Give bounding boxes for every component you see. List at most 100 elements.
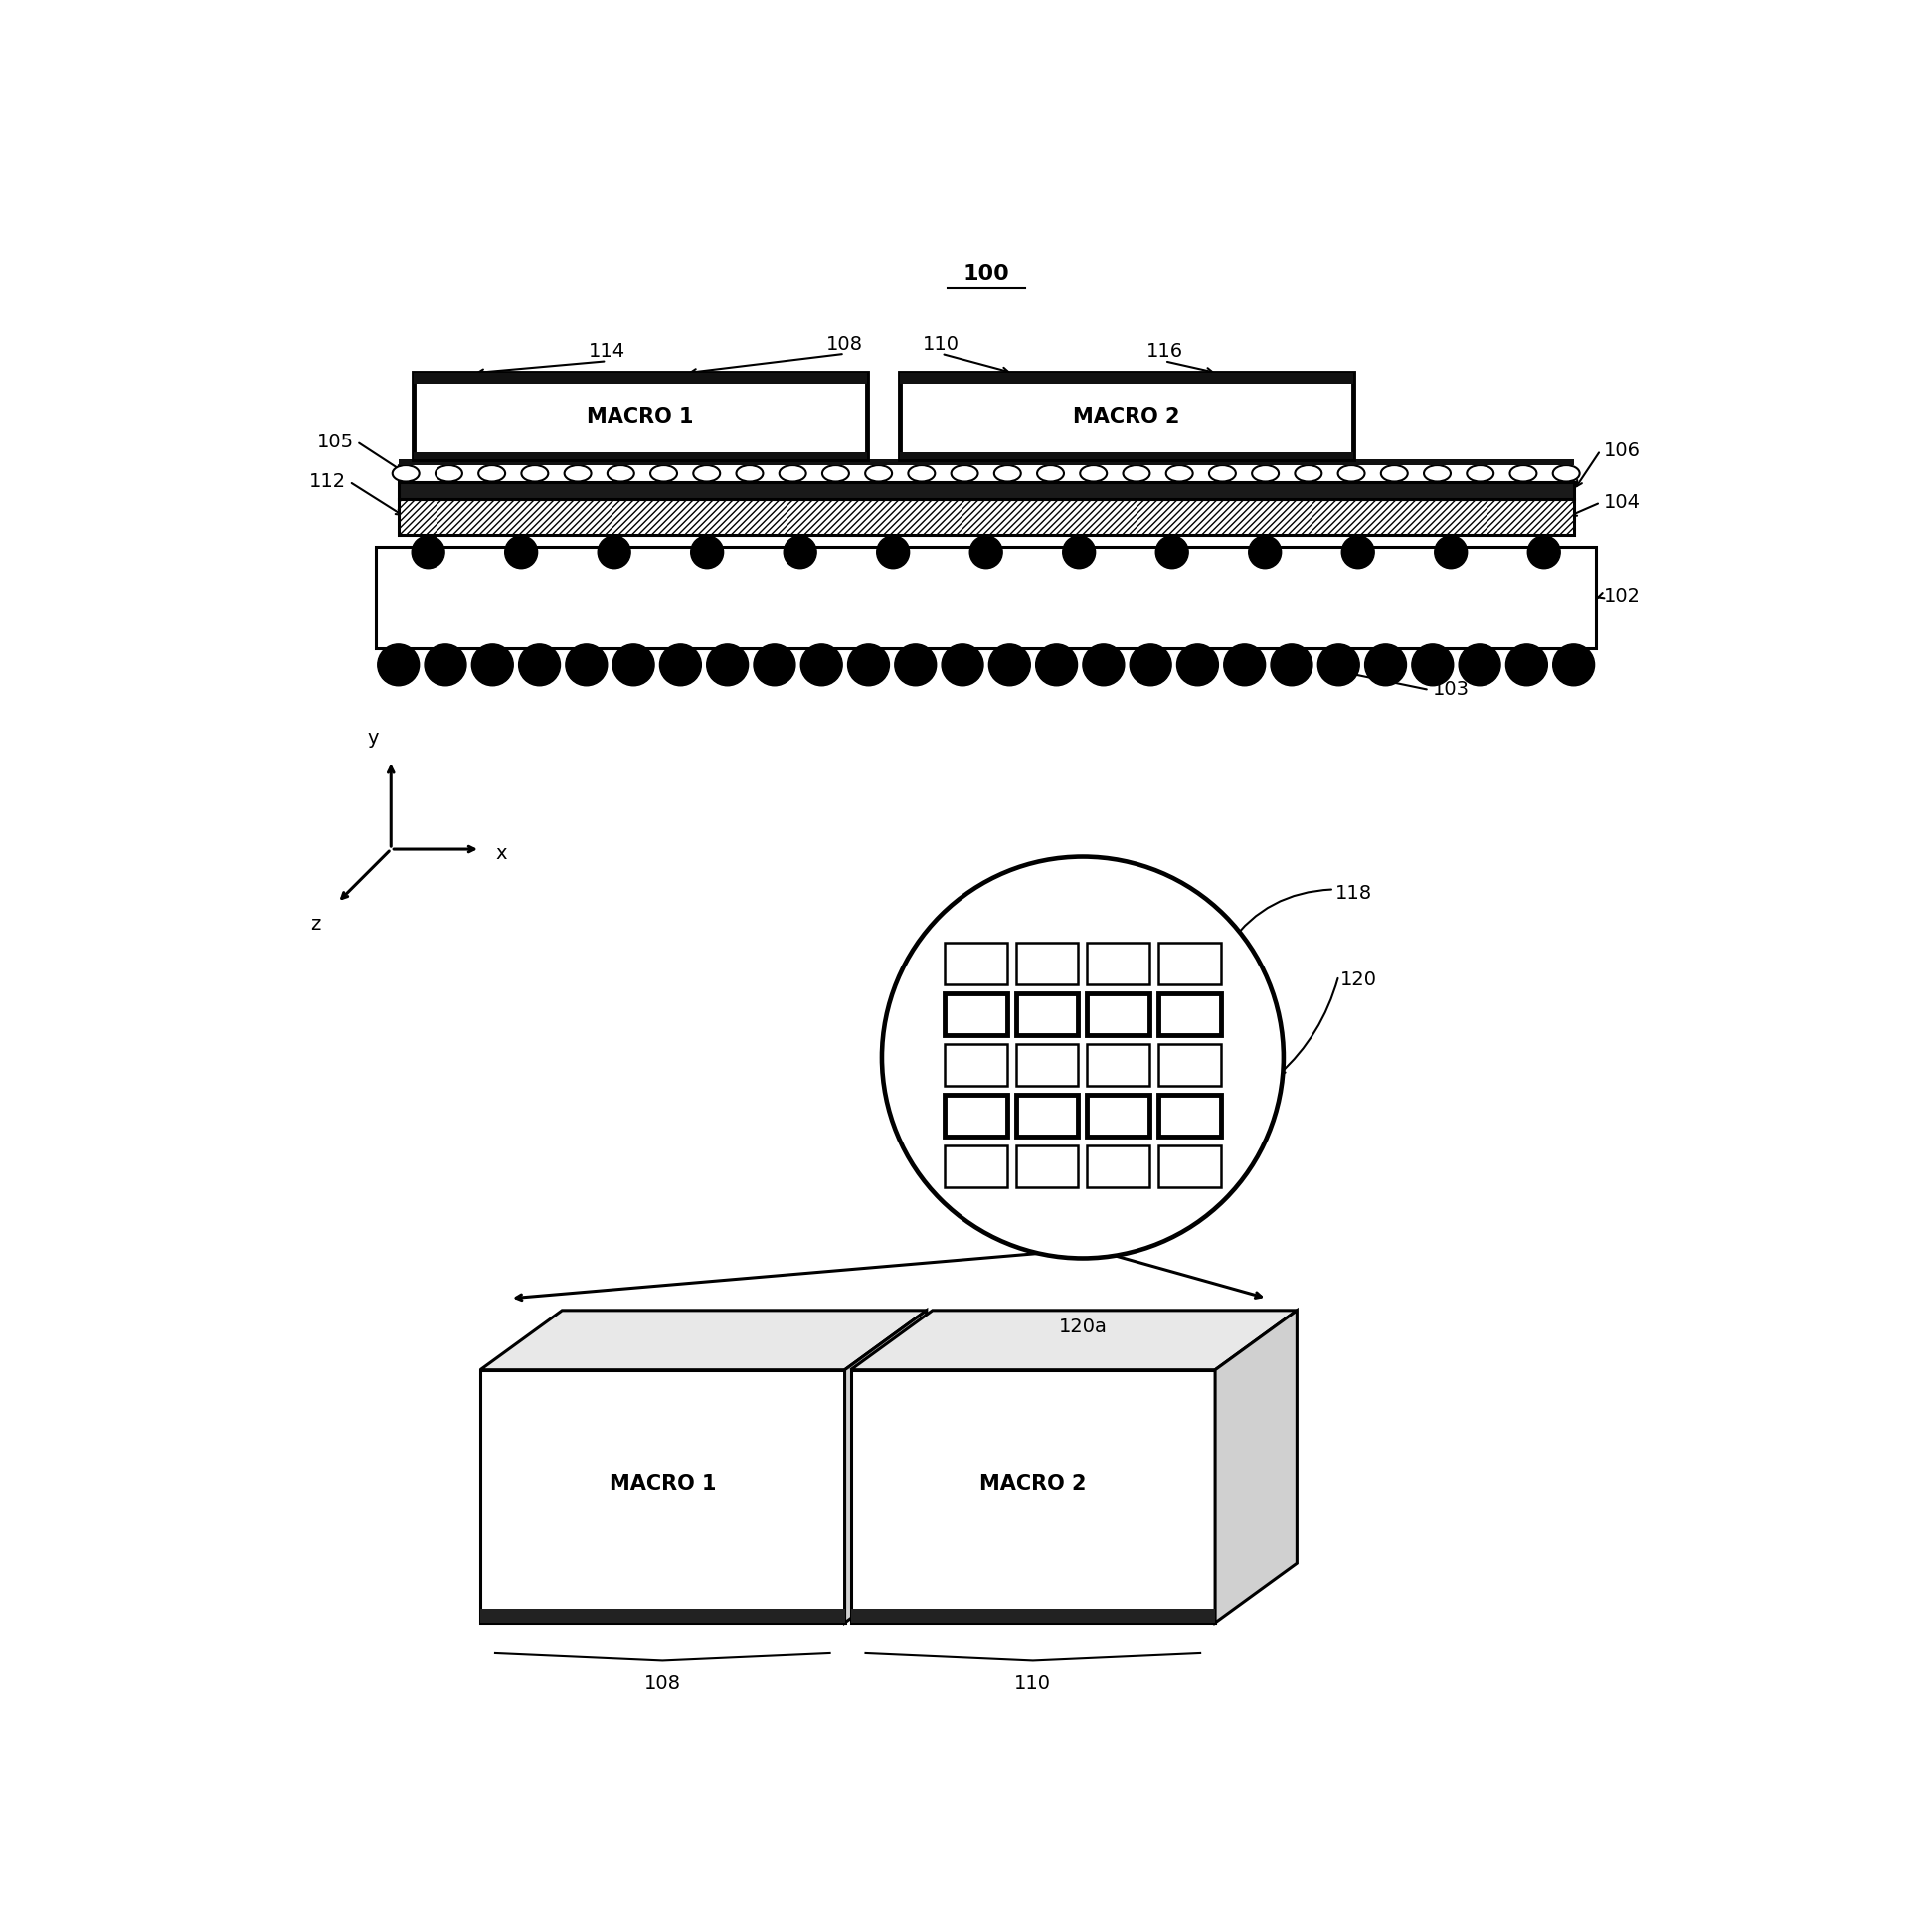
Polygon shape xyxy=(1216,1310,1297,1623)
Bar xyxy=(398,481,1574,500)
Circle shape xyxy=(754,643,795,686)
Ellipse shape xyxy=(1037,466,1064,481)
Circle shape xyxy=(1129,643,1172,686)
Text: MACRO 1: MACRO 1 xyxy=(610,1474,716,1493)
Bar xyxy=(1158,1043,1222,1086)
Circle shape xyxy=(519,643,560,686)
Text: 108: 108 xyxy=(645,1675,681,1694)
Circle shape xyxy=(1270,643,1312,686)
Ellipse shape xyxy=(1253,466,1279,481)
Bar xyxy=(414,452,868,460)
Bar xyxy=(481,1370,845,1623)
Circle shape xyxy=(848,643,889,686)
Text: 102: 102 xyxy=(1603,587,1639,607)
Ellipse shape xyxy=(779,466,806,481)
Bar xyxy=(1016,993,1077,1036)
Text: MACRO 2: MACRO 2 xyxy=(1074,406,1179,427)
Bar xyxy=(945,1095,1006,1136)
Circle shape xyxy=(566,643,608,686)
Circle shape xyxy=(877,535,910,568)
Text: MACRO 1: MACRO 1 xyxy=(587,406,695,427)
Circle shape xyxy=(1035,643,1077,686)
Text: 112: 112 xyxy=(310,471,346,491)
Bar xyxy=(1158,943,1222,985)
Circle shape xyxy=(706,643,748,686)
Bar xyxy=(945,943,1006,985)
Ellipse shape xyxy=(908,466,935,481)
Ellipse shape xyxy=(866,466,893,481)
Bar xyxy=(1016,1146,1077,1186)
Bar xyxy=(1087,943,1151,985)
Circle shape xyxy=(612,643,654,686)
Text: 116: 116 xyxy=(1147,342,1183,361)
Circle shape xyxy=(1318,643,1360,686)
Ellipse shape xyxy=(608,466,635,481)
Ellipse shape xyxy=(1381,466,1408,481)
Polygon shape xyxy=(845,1310,927,1623)
Ellipse shape xyxy=(1553,466,1580,481)
Text: y: y xyxy=(367,728,379,748)
Circle shape xyxy=(1458,643,1501,686)
Ellipse shape xyxy=(435,466,462,481)
Circle shape xyxy=(1156,535,1189,568)
Ellipse shape xyxy=(1337,466,1364,481)
Ellipse shape xyxy=(1166,466,1193,481)
Ellipse shape xyxy=(1295,466,1322,481)
Bar xyxy=(1016,1095,1077,1136)
Ellipse shape xyxy=(995,466,1022,481)
Bar xyxy=(1087,1146,1151,1186)
Bar xyxy=(945,1146,1006,1186)
Ellipse shape xyxy=(822,466,848,481)
Circle shape xyxy=(1224,643,1266,686)
Bar xyxy=(1087,993,1151,1036)
Text: 110: 110 xyxy=(924,334,960,354)
Circle shape xyxy=(1506,643,1547,686)
Ellipse shape xyxy=(521,466,548,481)
Circle shape xyxy=(881,856,1283,1258)
Circle shape xyxy=(1412,643,1453,686)
Text: 100: 100 xyxy=(962,265,1010,284)
Circle shape xyxy=(471,643,514,686)
Ellipse shape xyxy=(950,466,977,481)
Text: 108: 108 xyxy=(825,334,864,354)
Bar xyxy=(900,452,1353,460)
Circle shape xyxy=(1083,643,1124,686)
Text: 118: 118 xyxy=(1335,885,1372,904)
Bar xyxy=(850,1370,1216,1623)
Circle shape xyxy=(783,535,816,568)
Bar xyxy=(375,547,1597,649)
Bar xyxy=(398,460,1574,466)
Bar xyxy=(900,373,1353,384)
Circle shape xyxy=(1062,535,1095,568)
Bar xyxy=(414,373,868,384)
Ellipse shape xyxy=(1466,466,1493,481)
Circle shape xyxy=(1364,643,1406,686)
Text: 120a: 120a xyxy=(1058,1318,1106,1337)
Text: MACRO 2: MACRO 2 xyxy=(979,1474,1087,1493)
Bar xyxy=(1016,1043,1077,1086)
Text: 106: 106 xyxy=(1603,440,1639,460)
Circle shape xyxy=(425,643,466,686)
Circle shape xyxy=(691,535,723,568)
Text: 103: 103 xyxy=(1431,680,1470,699)
Bar xyxy=(945,993,1006,1036)
Circle shape xyxy=(1435,535,1468,568)
Circle shape xyxy=(1553,643,1595,686)
Text: 120: 120 xyxy=(1341,970,1378,989)
Bar xyxy=(414,373,868,460)
Bar xyxy=(1158,1095,1222,1136)
Text: x: x xyxy=(494,844,506,864)
Circle shape xyxy=(412,535,444,568)
Bar xyxy=(1087,1043,1151,1086)
Bar xyxy=(1158,1146,1222,1186)
Bar xyxy=(850,1609,1216,1623)
Ellipse shape xyxy=(1208,466,1235,481)
Text: 110: 110 xyxy=(1014,1675,1051,1694)
Polygon shape xyxy=(850,1310,1297,1370)
Circle shape xyxy=(989,643,1031,686)
Bar xyxy=(900,373,1353,460)
Ellipse shape xyxy=(1510,466,1537,481)
Circle shape xyxy=(660,643,702,686)
Circle shape xyxy=(895,643,937,686)
Circle shape xyxy=(504,535,537,568)
